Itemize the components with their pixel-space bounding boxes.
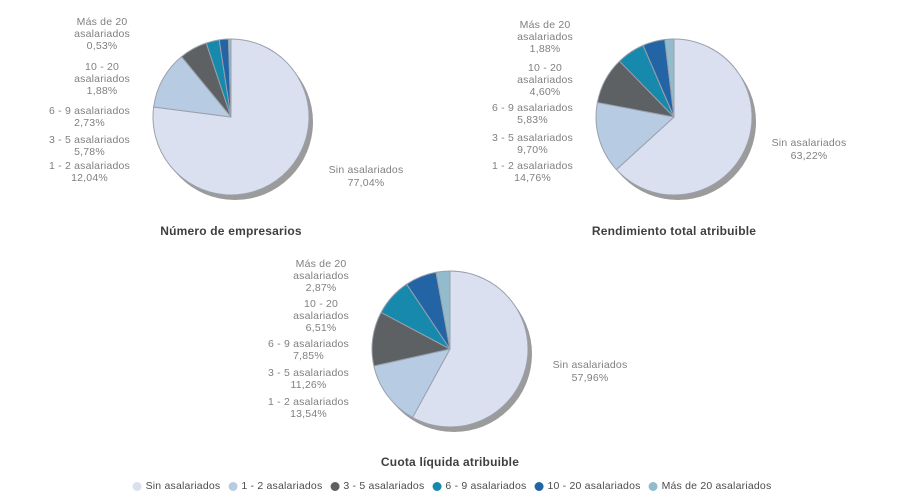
category-label-más-de-20-asalariados: Más de 20 asalariados 1,88% — [517, 19, 573, 55]
category-label-3---5-asalariados: 3 - 5 asalariados 11,26% — [268, 367, 349, 391]
category-label-10---20-asalariados: 10 - 20 asalariados 1,88% — [74, 61, 130, 97]
pie-slice-sin-asalariados — [412, 270, 529, 428]
label-line: 4,60% — [529, 86, 561, 98]
label-line: 6 - 9 asalariados — [491, 102, 573, 114]
pie-slice-sin-asalariados — [615, 38, 753, 196]
pie-cuota-liquida-atribuible — [371, 270, 532, 432]
label-line: 1,88% — [529, 43, 561, 55]
category-label-1---2-asalariados: 1 - 2 asalariados 12,04% — [49, 160, 130, 184]
pie-slice-1---2-asalariados — [153, 56, 232, 118]
chart-title: Rendimiento total atribuible — [591, 224, 757, 238]
label-line: Más de 20 — [76, 16, 128, 28]
category-label-6---9-asalariados: 6 - 9 asalariados 7,85% — [268, 338, 349, 362]
label-line: 6 - 9 asalariados — [48, 105, 130, 117]
legend-item-10---20-asalariados: 10 - 20 asalariados — [534, 480, 640, 492]
legend-color-dot — [432, 481, 442, 491]
category-label-3---5-asalariados: 3 - 5 asalariados 9,70% — [492, 132, 573, 156]
label-line: 57,96% — [571, 371, 609, 384]
category-labels: Más de 20 asalariados 1,88% 10 - 20 asalaria… — [423, 0, 573, 500]
category-label-10---20-asalariados: 10 - 20 asalariados 4,60% — [517, 62, 573, 98]
legend-label: 6 - 9 asalariados — [445, 480, 527, 492]
category-labels: Más de 20 asalariados 2,87% 10 - 20 asalaria… — [199, 0, 349, 500]
sin-asalariados-label: Sin asalariados 63,22% — [772, 137, 847, 162]
label-line: Más de 20 — [295, 258, 347, 270]
legend-item-6---9-asalariados: 6 - 9 asalariados — [432, 480, 526, 492]
label-line: 1,88% — [86, 85, 118, 97]
sin-asalariados-label: Sin asalariados 77,04% — [329, 164, 404, 189]
pie-slice-1---2-asalariados — [595, 101, 675, 171]
label-line: 1 - 2 asalariados — [267, 396, 349, 408]
legend-color-dot — [330, 481, 340, 491]
label-line: 2,87% — [305, 282, 337, 294]
legend-label: 10 - 20 asalariados — [547, 480, 641, 492]
legend-label: Sin asalariados — [145, 480, 221, 492]
legend-label: 1 - 2 asalariados — [241, 480, 323, 492]
label-line: 10 - 20 — [528, 62, 563, 74]
label-line: 2,73% — [74, 117, 105, 129]
label-line: asalariados — [293, 310, 349, 322]
legend-item-más-de-20-asalariados: Más de 20 asalariados — [648, 480, 772, 492]
legend-color-dot — [648, 481, 658, 491]
label-line: 14,76% — [514, 172, 551, 184]
legend: Sin asalariados 1 - 2 asalariados 3 - 5 as… — [132, 480, 772, 492]
pie-slice-1---2-asalariados — [373, 348, 451, 418]
label-line: 13,54% — [290, 408, 327, 420]
label-line: 3 - 5 asalariados — [267, 367, 349, 379]
label-line: Sin asalariados — [771, 137, 847, 149]
label-line: Más de 20 — [519, 19, 571, 31]
legend-label: 3 - 5 asalariados — [343, 480, 425, 492]
pie-slice-más-de-20-asalariados — [664, 38, 675, 118]
category-label-1---2-asalariados: 1 - 2 asalariados 13,54% — [268, 396, 349, 420]
sin-asalariados-label: Sin asalariados 57,96% — [553, 359, 628, 384]
label-line: asalariados — [74, 28, 130, 40]
category-label-10---20-asalariados: 10 - 20 asalariados 6,51% — [293, 298, 349, 334]
label-line: asalariados — [517, 74, 573, 86]
label-line: 0,53% — [86, 40, 118, 52]
legend-item-3---5-asalariados: 3 - 5 asalariados — [330, 480, 424, 492]
category-label-6---9-asalariados: 6 - 9 asalariados 2,73% — [49, 105, 130, 129]
label-line: 5,78% — [74, 146, 105, 158]
label-line: Sin asalariados — [328, 164, 404, 176]
category-labels: Más de 20 asalariados 0,53% 10 - 20 asalaria… — [0, 0, 130, 500]
label-line: 3 - 5 asalariados — [48, 134, 130, 146]
label-line: 11,26% — [290, 379, 327, 391]
label-line: 6 - 9 asalariados — [267, 338, 349, 350]
label-line: asalariados — [74, 73, 130, 85]
label-line: 10 - 20 — [304, 298, 339, 310]
legend-label: Más de 20 asalariados — [661, 480, 772, 492]
legend-item-1---2-asalariados: 1 - 2 asalariados — [228, 480, 322, 492]
label-line: 6,51% — [305, 322, 337, 334]
label-line: 10 - 20 — [85, 61, 120, 73]
label-line: 12,04% — [71, 172, 108, 184]
label-line: 7,85% — [293, 350, 324, 362]
chart-title: Cuota líquida atribuible — [380, 455, 520, 469]
category-label-más-de-20-asalariados: Más de 20 asalariados 2,87% — [293, 258, 349, 294]
legend-item-sin-asalariados: Sin asalariados — [132, 480, 221, 492]
pie-rendimiento-total-atribuible — [595, 38, 756, 200]
category-label-1---2-asalariados: 1 - 2 asalariados 14,76% — [492, 160, 573, 184]
legend-color-dot — [534, 481, 544, 491]
label-line: 9,70% — [517, 144, 548, 156]
pie-slice-más-de-20-asalariados — [227, 38, 232, 118]
label-line: 5,83% — [517, 114, 548, 126]
pie-numero-de-empresarios — [152, 38, 313, 200]
category-label-3---5-asalariados: 3 - 5 asalariados 5,78% — [49, 134, 130, 158]
chart-title: Número de empresarios — [160, 224, 302, 238]
category-label-más-de-20-asalariados: Más de 20 asalariados 0,53% — [74, 16, 130, 52]
label-line: 1 - 2 asalariados — [48, 160, 130, 172]
label-line: asalariados — [293, 270, 349, 282]
label-line: 77,04% — [347, 176, 385, 189]
legend-color-dot — [228, 481, 238, 491]
pie-slice-más-de-20-asalariados — [435, 270, 451, 350]
label-line: 3 - 5 asalariados — [491, 132, 573, 144]
legend-color-dot — [132, 481, 142, 491]
category-label-6---9-asalariados: 6 - 9 asalariados 5,83% — [492, 102, 573, 126]
label-line: Sin asalariados — [552, 359, 628, 371]
label-line: 63,22% — [790, 149, 828, 162]
label-line: 1 - 2 asalariados — [491, 160, 573, 172]
label-line: asalariados — [517, 31, 573, 43]
